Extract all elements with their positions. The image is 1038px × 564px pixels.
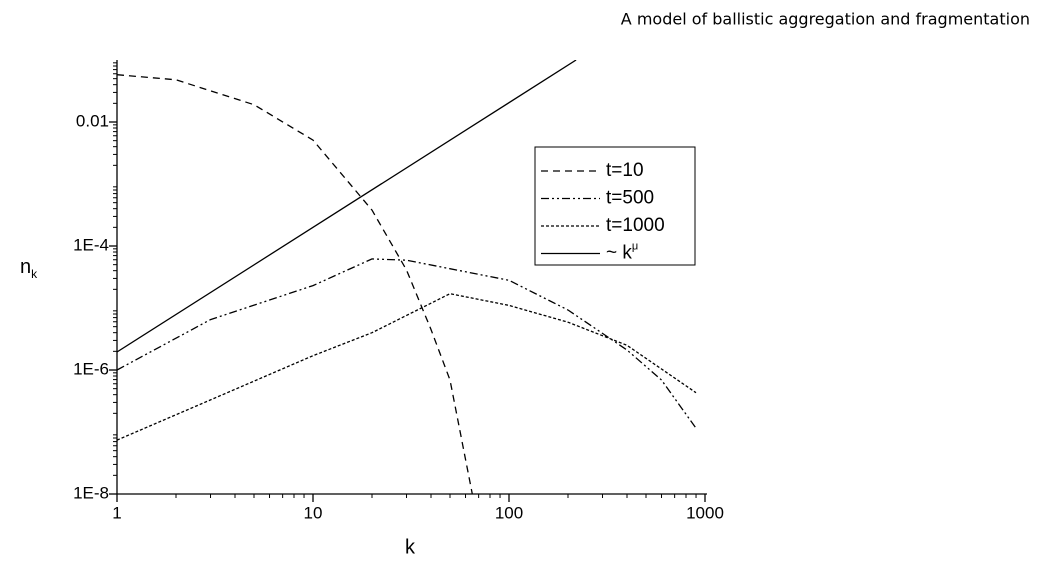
running-header: A model of ballistic aggregation and fra… <box>621 10 1030 29</box>
x-axis-label: k <box>405 536 416 558</box>
legend-label-text: ~ k <box>606 243 632 264</box>
y-axis-label-main: n <box>20 256 31 278</box>
legend-label: t=500 <box>606 188 654 209</box>
y-tick-label: 1E-4 <box>73 235 109 254</box>
legend-label-sup: μ <box>632 240 638 252</box>
legend-box <box>534 146 696 266</box>
y-tick-label: 1E-6 <box>73 359 109 378</box>
y-tick-label: 0.01 <box>76 111 109 130</box>
y-axis-label: nk <box>20 256 38 281</box>
legend-label-text: t=10 <box>606 160 644 181</box>
series-line <box>117 74 473 494</box>
x-tick-label: 1000 <box>686 503 724 522</box>
series-line <box>117 60 577 353</box>
x-tick-label: 100 <box>495 503 523 522</box>
legend-label: ~ kμ <box>606 240 638 263</box>
series-line <box>117 258 697 429</box>
legend-label: t=1000 <box>606 215 665 236</box>
legend-label: t=10 <box>606 160 644 181</box>
legend-label-text: t=500 <box>606 188 654 209</box>
y-axis-label-sub: k <box>31 267 38 281</box>
x-tick-label: 10 <box>304 503 323 522</box>
series-line <box>117 293 697 441</box>
y-tick-label: 1E-8 <box>73 483 109 502</box>
x-tick-label: 1 <box>112 503 121 522</box>
plot-area <box>117 60 697 494</box>
legend-label-text: t=1000 <box>606 215 665 236</box>
